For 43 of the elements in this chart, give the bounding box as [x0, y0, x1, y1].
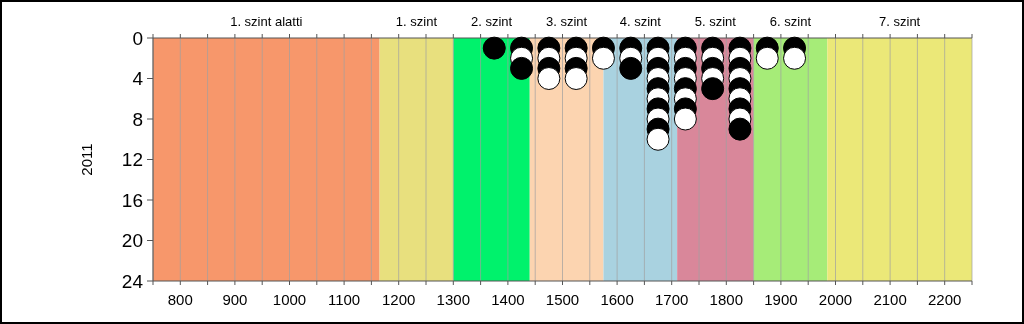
y-tick-label: 8 — [132, 108, 143, 130]
x-tick-label: 1300 — [436, 291, 470, 308]
point — [619, 56, 643, 80]
x-tick-label: 1800 — [709, 291, 743, 308]
point — [537, 67, 561, 90]
band-label: 4. szint — [619, 14, 662, 29]
point — [701, 77, 725, 101]
band-label: 7. szint — [879, 14, 921, 29]
x-tick-label: 1600 — [600, 291, 634, 308]
x-tick-label: 900 — [222, 291, 248, 308]
point — [510, 56, 534, 80]
x-tick-label: 800 — [167, 291, 193, 308]
y-tick-label: 0 — [132, 27, 143, 49]
point — [591, 46, 615, 70]
point — [646, 127, 670, 151]
point — [783, 46, 807, 70]
band-label: 3. szint — [546, 14, 588, 29]
x-tick-label: 1700 — [655, 291, 689, 308]
y-axis-title: 2011 — [78, 143, 95, 176]
point — [755, 46, 779, 70]
band-label: 5. szint — [694, 14, 737, 29]
band-label: 1. szint — [395, 14, 438, 29]
band-label: 6. szint — [769, 14, 812, 29]
x-tick-label: 2100 — [873, 291, 907, 308]
x-tick-label: 1900 — [764, 291, 798, 308]
x-tick-label: 1200 — [382, 291, 416, 308]
y-tick-label: 24 — [121, 270, 144, 292]
band-label: 1. szint alatti — [230, 14, 303, 29]
point — [564, 67, 588, 90]
y-tick-label: 20 — [121, 230, 143, 252]
band-label: 2. szint — [470, 14, 513, 29]
y-tick-label: 16 — [121, 189, 143, 211]
x-tick-label: 2200 — [928, 291, 962, 308]
y-tick-label: 12 — [121, 149, 143, 171]
x-tick-label: 1100 — [327, 291, 361, 308]
x-tick-label: 1500 — [545, 291, 580, 308]
x-tick-label: 1400 — [491, 291, 525, 308]
x-tick-label: 1000 — [272, 291, 307, 308]
point — [482, 36, 506, 60]
point — [673, 107, 697, 131]
point — [728, 117, 752, 141]
y-tick-label: 4 — [132, 68, 144, 90]
x-tick-label: 2000 — [818, 291, 853, 308]
